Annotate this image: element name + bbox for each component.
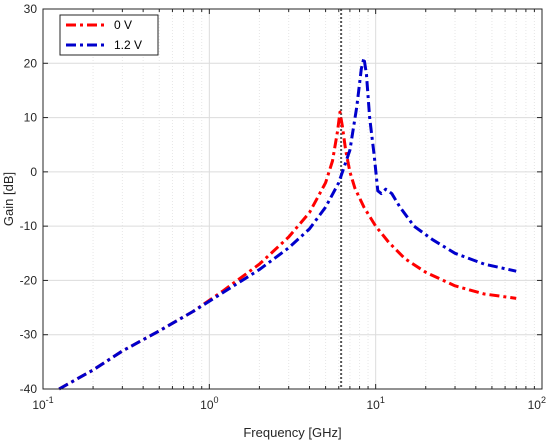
y-tick-label: -40 xyxy=(20,382,38,396)
y-tick-label: 10 xyxy=(24,111,38,125)
y-tick-label: -20 xyxy=(20,273,38,287)
plot-area xyxy=(43,9,542,389)
y-tick-label: -30 xyxy=(20,328,38,342)
legend: 0 V 1.2 V xyxy=(59,14,159,56)
y-tick-label: 20 xyxy=(24,56,38,70)
x-tick-label: 10-1 xyxy=(32,395,53,412)
plot-frame xyxy=(42,8,543,390)
y-tick-label: -10 xyxy=(20,219,38,233)
y-tick-label: 30 xyxy=(24,2,38,16)
series-layer xyxy=(58,56,517,391)
x-tick-label: 102 xyxy=(528,395,546,412)
series-line-1-2v xyxy=(58,56,517,391)
axis-ticks: -40 -30 -20 -10 0 10 20 30 10-1 100 101 102 xyxy=(20,2,546,412)
legend-box xyxy=(59,14,159,56)
x-axis-label: Frequency [GHz] xyxy=(243,425,341,440)
x-tick-label: 101 xyxy=(366,395,384,412)
y-tick-label: 0 xyxy=(30,165,37,179)
legend-label-1-2v: 1.2 V xyxy=(114,38,142,52)
legend-label-0v: 0 V xyxy=(114,18,132,32)
x-tick-label: 100 xyxy=(200,395,218,412)
y-axis-label: Gain [dB] xyxy=(1,172,16,226)
